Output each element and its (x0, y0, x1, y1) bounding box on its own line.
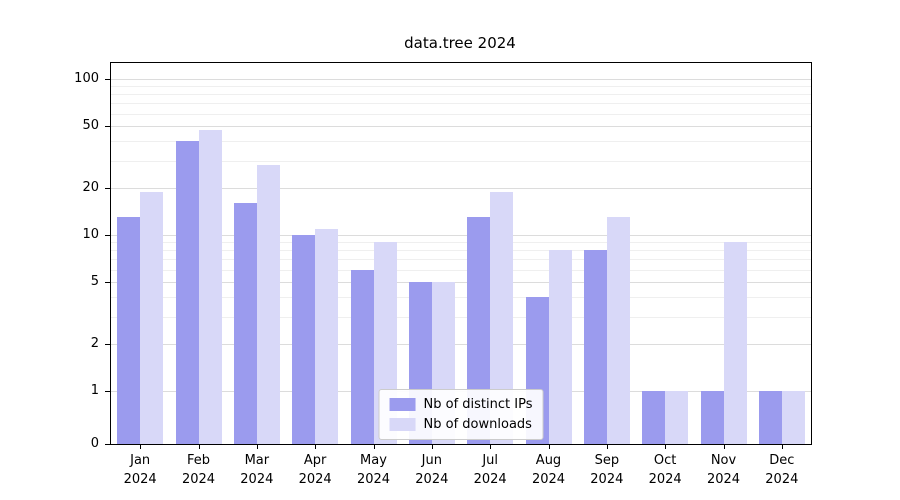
y-axis-tick (105, 79, 110, 80)
y-axis-tick-label: 5 (90, 273, 99, 289)
minor-gridline (111, 269, 811, 271)
legend: Nb of distinct IPs Nb of downloads (378, 389, 544, 440)
minor-gridline (111, 141, 811, 143)
x-axis-tick (665, 444, 667, 449)
x-axis-tick (606, 444, 608, 449)
x-axis-tick-label: Jun 2024 (415, 453, 449, 487)
legend-label-distinct-ips: Nb of distinct IPs (423, 397, 533, 412)
x-axis-tick (490, 444, 492, 449)
minor-gridline (111, 94, 811, 96)
bar-downloads (198, 130, 222, 444)
legend-item-downloads: Nb of downloads (389, 417, 533, 432)
y-axis-tick (105, 344, 110, 346)
y-axis-tick-label: 0 (90, 436, 99, 451)
x-axis-tick (198, 444, 200, 449)
bar-downloads (256, 165, 280, 444)
minor-gridline (111, 297, 811, 299)
bar-distinct-ips (758, 391, 782, 444)
y-axis-tick-label: 50 (82, 117, 99, 133)
bar-downloads (490, 191, 514, 444)
x-axis-tick-label: Nov 2024 (706, 453, 741, 487)
minor-gridline (111, 103, 811, 105)
bar-distinct-ips (175, 141, 199, 444)
y-axis-tick (105, 188, 110, 190)
major-gridline (111, 344, 811, 346)
x-axis-tick (548, 444, 550, 449)
legend-swatch-distinct-ips (389, 398, 416, 411)
bar-distinct-ips (350, 269, 374, 444)
y-axis-tick-label: 100 (74, 71, 99, 86)
bar-distinct-ips (292, 235, 316, 444)
y-axis-tick-label: 2 (90, 336, 99, 352)
y-axis-tick (105, 235, 110, 236)
x-axis-tick-label: May 2024 (356, 453, 391, 487)
bar-downloads (548, 250, 572, 444)
minor-gridline (111, 242, 811, 244)
y-axis-tick (105, 444, 110, 445)
y-axis-tick (105, 391, 110, 392)
legend-swatch-downloads (389, 418, 416, 431)
x-axis-tick-label: Jul 2024 (473, 453, 507, 487)
bar-downloads (606, 217, 630, 444)
x-axis-tick-label: Oct 2024 (648, 453, 682, 487)
major-gridline (111, 79, 811, 80)
bar-downloads (665, 391, 689, 444)
chart-title: data.tree 2024 (404, 34, 516, 52)
bar-distinct-ips (467, 217, 491, 444)
bar-downloads (315, 228, 339, 444)
minor-gridline (111, 160, 811, 162)
major-gridline (111, 235, 811, 236)
minor-gridline (111, 113, 811, 115)
legend-item-distinct-ips: Nb of distinct IPs (389, 397, 533, 412)
bar-downloads (140, 191, 164, 444)
x-axis-tick (373, 444, 375, 449)
bar-distinct-ips (642, 391, 666, 444)
minor-gridline (111, 86, 811, 88)
bar-downloads (723, 242, 747, 444)
major-gridline (111, 125, 811, 127)
x-axis-tick (723, 444, 725, 449)
bar-distinct-ips (700, 391, 724, 444)
x-axis-tick (256, 444, 258, 449)
y-axis-tick (105, 281, 110, 283)
x-axis-tick-label: Feb 2024 (181, 453, 216, 487)
bar-distinct-ips (117, 217, 141, 444)
plot-area: Nb of distinct IPs Nb of downloads 100 50… (74, 62, 812, 487)
x-axis-tick-label: Dec 2024 (765, 453, 799, 487)
major-gridline (111, 281, 811, 283)
bar-distinct-ips (583, 250, 607, 444)
x-axis-tick-label: Mar 2024 (240, 453, 274, 487)
legend-label-downloads: Nb of downloads (423, 417, 532, 432)
x-axis-tick-label: Sep 2024 (590, 453, 624, 487)
x-axis-tick (781, 444, 783, 449)
bar-distinct-ips (233, 203, 257, 444)
x-axis-tick (315, 444, 317, 449)
minor-gridline (111, 316, 811, 318)
y-axis-tick (105, 125, 110, 127)
y-axis-tick-label: 20 (82, 180, 99, 196)
y-axis-tick-label: 1 (90, 383, 99, 398)
x-axis-tick-label: Apr 2024 (298, 453, 332, 487)
y-axis-tick-label: 10 (82, 227, 99, 242)
minor-gridline (111, 259, 811, 261)
x-axis-tick (140, 444, 142, 449)
x-axis-tick-label: Aug 2024 (531, 453, 566, 487)
x-axis-tick-label: Jan 2024 (123, 453, 157, 487)
x-axis-tick (431, 444, 433, 449)
bar-downloads (781, 391, 805, 444)
major-gridline (111, 188, 811, 190)
minor-gridline (111, 250, 811, 252)
